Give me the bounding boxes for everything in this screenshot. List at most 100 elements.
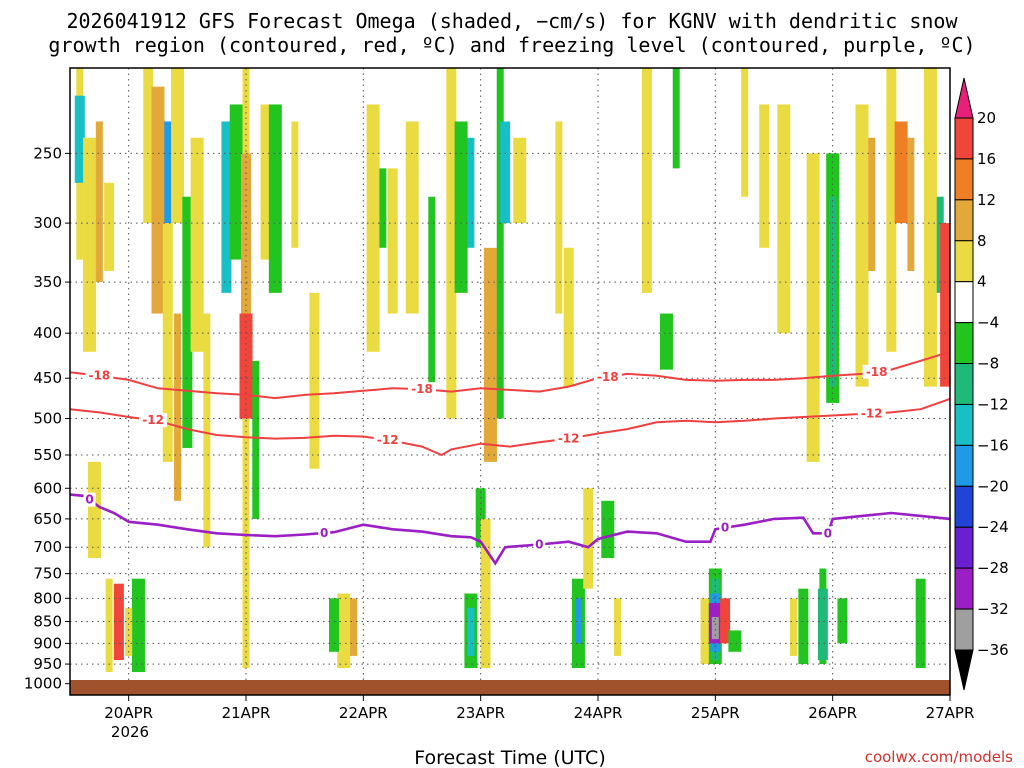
x-tick-label: 22APR (339, 704, 388, 722)
contour-label: -12 (142, 413, 164, 427)
omega-cell (221, 121, 232, 293)
contour-label-bg (139, 413, 168, 428)
omega-cell (777, 104, 791, 334)
contour-label-bg (554, 431, 583, 446)
omega-cell (125, 607, 133, 656)
omega-cell (87, 461, 101, 559)
contour-label: -12 (861, 406, 883, 420)
omega-cell (483, 247, 497, 462)
contour-label-bg (83, 492, 96, 507)
omega-cell (171, 68, 185, 224)
omega-cell (806, 153, 820, 462)
colorbar-label: −4 (977, 314, 999, 332)
y-tick-label: 700 (33, 538, 62, 556)
y-tick-label: 350 (33, 273, 62, 291)
omega-cell (728, 630, 742, 652)
omega-cell (74, 95, 85, 183)
omega-cell (241, 153, 251, 361)
omega-cell (104, 182, 115, 271)
colorbar-label: 16 (977, 150, 996, 168)
omega-cell (907, 137, 915, 271)
omega-cell (798, 588, 809, 665)
omega-cell (659, 313, 673, 370)
omega-cell (143, 68, 154, 224)
colorbar-label: −36 (977, 641, 1009, 659)
omega-cell (817, 588, 828, 661)
contour-label-bg (318, 525, 331, 540)
omega-cell (105, 578, 113, 673)
omega-cell (260, 104, 271, 260)
omega-cell (759, 104, 770, 248)
colorbar-swatch (954, 281, 974, 324)
omega-cell (868, 137, 876, 271)
omega-cell (915, 578, 926, 669)
colorbar-swatch (954, 240, 974, 283)
colorbar-swatch (954, 158, 974, 201)
chart-title-line-1: 2026041912 GFS Forecast Omega (shaded, −… (66, 9, 958, 33)
colorbar-swatch (954, 567, 974, 610)
y-tick-label: 500 (33, 410, 62, 428)
contour-label: -18 (866, 365, 888, 379)
colorbar-swatch (954, 363, 974, 405)
y-tick-label: 300 (33, 214, 62, 232)
omega-cell (720, 598, 731, 644)
colorbar-label: −16 (977, 436, 1009, 454)
colorbar-label: 20 (977, 109, 996, 127)
colorbar-swatch (954, 322, 974, 365)
contour-label: 0 (320, 526, 328, 540)
omega-cell (496, 68, 504, 419)
omega-cell (405, 121, 419, 314)
x-axis-label: Forecast Time (UTC) (414, 747, 605, 768)
colorbar-swatch (954, 117, 974, 160)
omega-cell (837, 598, 848, 644)
omega-cell (790, 598, 798, 656)
contour-label: -18 (88, 369, 110, 383)
omega-cell (641, 68, 652, 293)
y-tick-label: 900 (33, 634, 62, 652)
time-axis: 20APR 21APR 22APR 23APR 24APR 25APR 26APR 27APR (104, 695, 974, 722)
colorbar-swatch (954, 485, 974, 528)
colorbar-swatch (954, 403, 974, 446)
contour-label-bg (373, 433, 402, 448)
colorbar-arrow-down (954, 649, 974, 691)
omega-cell (923, 68, 937, 387)
contour-line (70, 350, 950, 400)
omega-cell (500, 121, 511, 224)
credit-link[interactable]: coolwx.com/models (865, 748, 1013, 766)
contour-label-bg (408, 382, 436, 397)
omega-cell (337, 593, 351, 669)
y-tick-label: 400 (33, 324, 62, 342)
colorbar-swatch (954, 199, 974, 242)
contour-label-bg (593, 369, 622, 384)
omega-cell (940, 223, 950, 387)
pressure-axis: 250 300 350 400 450 500 550 600 650 700 750 800 850 9… (24, 144, 70, 693)
y-tick-label: 600 (33, 479, 62, 497)
omega-cell (601, 500, 615, 559)
contour-label-bg (719, 520, 732, 535)
omega-cell (475, 488, 486, 548)
y-tick-label: 250 (33, 144, 62, 162)
contours: -18 -18 -18 -18 -12 -12 -12 -12 0 0 0 0 0 (70, 350, 950, 566)
omega-cell (95, 121, 103, 283)
contour-label: -12 (558, 432, 580, 446)
y-tick-label: 750 (33, 565, 62, 583)
y-tick-label: 800 (33, 589, 62, 607)
omega-cell (513, 137, 527, 224)
omega-cell (291, 121, 299, 248)
omega-cell (162, 223, 173, 462)
omega-cell (894, 121, 908, 224)
x-tick-label: 24APR (574, 704, 623, 722)
x-tick-label: 27APR (926, 704, 975, 722)
colorbar-swatch (954, 608, 974, 651)
colorbar: 20 16 12 8 4 −4 −8 −12 −16 −20 −24 −28 −32 −36 (954, 77, 1009, 691)
omega-cell (182, 196, 193, 448)
omega-cell (700, 598, 711, 665)
omega-cell (366, 104, 380, 352)
omega-cell (480, 518, 491, 669)
chart-title-line-2: growth region (contoured, red, ºC) and f… (48, 33, 975, 57)
omega-cell (829, 196, 837, 387)
x-tick-label: 26APR (808, 704, 857, 722)
colorbar-label: 12 (977, 191, 996, 209)
omega-cell (252, 360, 260, 519)
omega-cell (467, 607, 475, 656)
